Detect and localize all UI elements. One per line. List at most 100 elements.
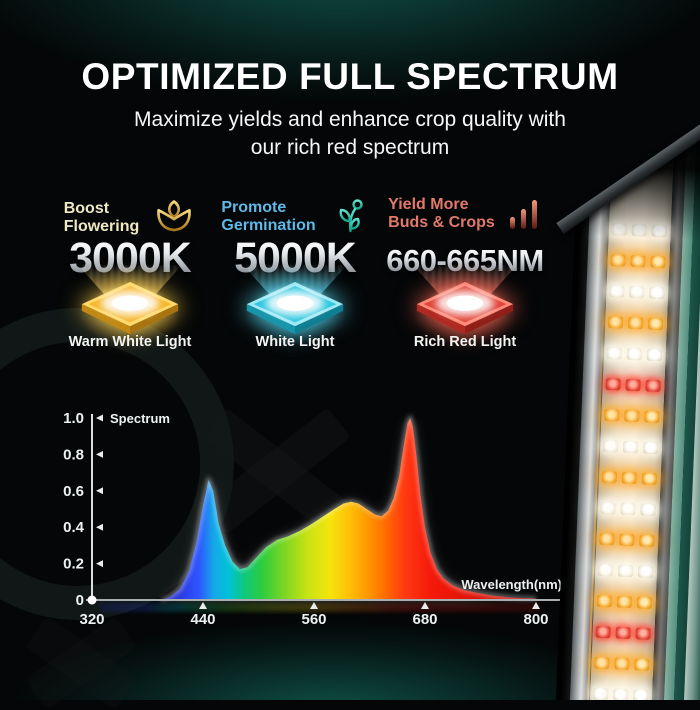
sprout-icon <box>339 199 363 233</box>
led-row <box>610 254 669 269</box>
red-led <box>595 625 611 639</box>
led-row <box>605 377 664 393</box>
x-tick-marker <box>310 602 318 609</box>
x-tick-label: 440 <box>190 611 215 628</box>
y-axis-title: Spectrum <box>110 411 170 426</box>
white-led <box>637 565 654 578</box>
amber-led <box>647 317 664 331</box>
amber-led <box>607 315 624 329</box>
amber-led <box>610 254 626 267</box>
background-top-glow <box>0 0 700 240</box>
page-subtitle: Maximize yields and enhance crop quality… <box>40 106 660 163</box>
feature-header: Yield More Buds & Crops <box>375 196 555 233</box>
feature-title: Promote Germination <box>221 199 315 236</box>
white-led <box>632 689 649 700</box>
red-led <box>645 379 661 393</box>
feature-title-line-2: Buds & Crops <box>388 214 495 232</box>
x-tick-marker <box>199 602 207 609</box>
flower-icon <box>157 200 192 232</box>
amber-led <box>624 409 640 423</box>
led-row <box>594 656 653 671</box>
amber-led <box>627 316 644 330</box>
amber-led <box>630 254 646 268</box>
feature-title: Boost Flowering <box>64 200 140 237</box>
led-row <box>597 563 657 578</box>
amber-led <box>614 657 630 671</box>
light-type-label: White Light <box>255 334 335 350</box>
led-row <box>601 470 661 486</box>
y-tick-label: 0.8 <box>63 446 84 463</box>
led-row <box>604 408 663 424</box>
x-tick-marker <box>532 602 540 609</box>
white-led <box>597 563 614 577</box>
led-row <box>609 285 668 300</box>
y-tick-label: 1.0 <box>63 410 84 427</box>
y-tick-marker <box>96 414 103 422</box>
feature-rich-red: Yield More Buds & Crops 660-665NM Rich R… <box>375 196 555 356</box>
x-tick-label: 680 <box>412 611 437 628</box>
feature-title: Yield More Buds & Crops <box>388 196 495 233</box>
led-row <box>595 625 654 640</box>
light-type-label: Warm White Light <box>68 334 192 350</box>
feature-white: Promote Germination 5000K White Light <box>215 196 375 356</box>
red-led <box>605 377 621 391</box>
spectrum-curve-glow <box>160 414 537 602</box>
white-led <box>629 285 645 299</box>
white-led <box>600 501 616 515</box>
white-led <box>617 564 634 578</box>
subtitle-line-2: our rich red spectrum <box>250 136 450 160</box>
led-chip-graphic <box>246 282 344 334</box>
spectrum-chart: 0 0.2 0.4 0.6 0.8 1.0 320 440 560 680 800 Spectru… <box>60 400 600 650</box>
feature-warm-white: Boost Flowering 3000K Warm White Light <box>30 196 230 356</box>
feature-title-line-2: Flowering <box>63 218 140 235</box>
white-led <box>649 286 665 300</box>
red-led <box>625 378 641 392</box>
white-led <box>626 347 643 361</box>
bars-icon <box>509 200 537 230</box>
amber-led <box>644 410 660 424</box>
feature-title-line-1: Boost <box>63 199 110 217</box>
red-led <box>615 626 631 640</box>
y-tick-label: 0.2 <box>63 556 84 573</box>
white-led <box>620 502 636 516</box>
x-axis-ticks: 320 440 560 680 800 <box>79 602 549 628</box>
y-tick-marker <box>96 487 103 495</box>
amber-led <box>601 470 618 484</box>
x-tick-marker <box>421 602 429 609</box>
amber-led <box>639 534 655 548</box>
x-axis-title: Wavelength(nm) <box>461 577 562 592</box>
light-type-label: Rich Red Light <box>413 334 517 350</box>
y-axis-ticks: 0 0.2 0.4 0.6 0.8 1.0 <box>63 410 103 609</box>
white-led <box>592 687 609 700</box>
white-led <box>646 348 663 362</box>
y-tick-label: 0.4 <box>63 519 85 536</box>
y-tick-marker <box>96 523 103 531</box>
white-led <box>606 346 623 360</box>
led-row <box>606 346 666 362</box>
y-tick-label: 0.6 <box>63 483 84 500</box>
white-led <box>642 441 659 455</box>
spectrum-chart-svg: 0 0.2 0.4 0.6 0.8 1.0 320 440 560 680 800 Spectru… <box>63 410 566 628</box>
amber-led <box>621 471 638 485</box>
amber-led <box>650 255 666 269</box>
amber-led <box>599 532 615 546</box>
subtitle-line-1: Maximize yields and enhance crop quality… <box>134 108 566 131</box>
feature-title-line-1: Promote <box>221 198 287 216</box>
white-led <box>640 503 656 517</box>
x-tick-label: 320 <box>79 611 104 628</box>
y-tick-marker <box>96 450 103 458</box>
led-chip-graphic <box>81 282 179 334</box>
white-led <box>622 440 639 454</box>
amber-led <box>596 594 613 608</box>
y-tick-label: 0 <box>76 592 84 609</box>
white-led <box>609 285 625 298</box>
amber-led <box>594 656 610 670</box>
led-row <box>599 532 658 548</box>
x-tick-label: 800 <box>523 611 548 628</box>
x-tick-label: 560 <box>301 611 326 628</box>
feature-title-line-2: Germination <box>221 217 316 234</box>
led-row <box>592 687 652 700</box>
amber-led <box>634 658 650 671</box>
amber-led <box>641 472 658 486</box>
feature-header: Promote Germination <box>215 196 375 238</box>
